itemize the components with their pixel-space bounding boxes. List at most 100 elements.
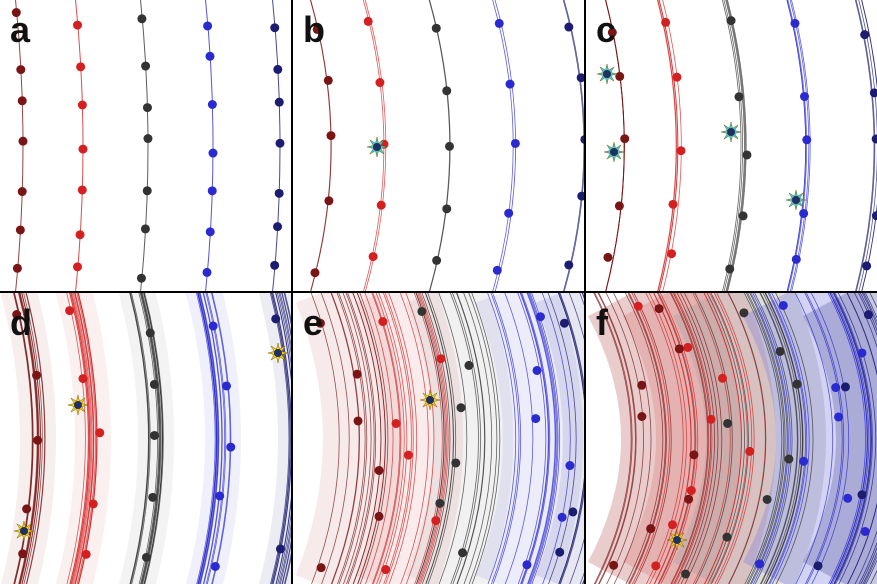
trajectory [487, 293, 517, 584]
particle [12, 263, 22, 273]
trajectory [767, 293, 806, 584]
particle [505, 79, 515, 89]
trajectory [197, 293, 218, 584]
particle [492, 265, 502, 275]
trajectory [331, 293, 360, 584]
particle [683, 342, 693, 352]
trajectory [861, 0, 877, 292]
particle [580, 134, 585, 144]
trajectory [628, 293, 667, 584]
trajectory [320, 293, 350, 584]
particle [150, 430, 160, 440]
panel: e [295, 293, 585, 584]
particle [654, 304, 664, 314]
particle [274, 97, 284, 107]
particle [676, 146, 686, 156]
trajectory [624, 293, 664, 584]
trajectory [375, 293, 405, 584]
particle [17, 187, 27, 197]
trajectory [14, 0, 24, 292]
particle [73, 262, 83, 272]
particle [16, 65, 26, 75]
particle [145, 328, 155, 338]
particle [215, 491, 225, 501]
particle [442, 204, 452, 214]
particle [11, 8, 21, 18]
trajectory [557, 293, 585, 584]
trajectory [141, 293, 161, 584]
particle [73, 20, 83, 30]
particle [435, 498, 445, 508]
particle [738, 211, 748, 221]
trajectory [504, 293, 534, 584]
trajectory [210, 293, 231, 584]
particle [633, 301, 643, 311]
particle [718, 373, 728, 383]
particle [273, 222, 283, 232]
trajectory [827, 293, 866, 584]
particle [726, 16, 736, 26]
trajectory [338, 293, 368, 584]
burst-core [610, 148, 618, 156]
particle [226, 442, 236, 452]
particle [742, 150, 752, 160]
particle [202, 267, 212, 277]
trajectory [70, 293, 91, 584]
particle [494, 18, 504, 28]
trajectory [752, 293, 791, 584]
trajectory [415, 293, 445, 584]
particle [270, 23, 280, 33]
particle [686, 485, 696, 495]
particle [778, 300, 788, 310]
trajectory [73, 293, 94, 584]
particle [270, 260, 280, 270]
trajectory [762, 293, 801, 584]
trajectory [143, 293, 163, 584]
trajectory [658, 0, 679, 292]
particle [294, 372, 303, 381]
trajectory [139, 0, 149, 292]
particle [271, 314, 281, 324]
panel-label: e [303, 302, 323, 343]
particle [12, 310, 22, 320]
particle [706, 414, 716, 424]
burst-core [792, 196, 800, 204]
trajectory [648, 293, 687, 584]
trajectory [278, 293, 292, 584]
burst-core [373, 143, 381, 151]
particle [775, 346, 785, 356]
trajectory [627, 293, 666, 584]
trajectory [834, 293, 873, 584]
particle [208, 321, 218, 331]
particle [353, 416, 363, 426]
trajectory [131, 293, 151, 584]
trajectory [727, 293, 766, 584]
particle [504, 208, 514, 218]
particle [799, 456, 809, 466]
particle [722, 532, 732, 542]
trajectory [854, 293, 877, 584]
particle [681, 569, 691, 579]
panel-label: d [10, 302, 32, 343]
trajectory [139, 293, 160, 584]
trajectory [456, 293, 485, 584]
trajectory [768, 293, 808, 584]
particle [792, 379, 802, 389]
trajectory [276, 293, 292, 584]
trajectory [281, 293, 292, 584]
particle [451, 458, 461, 468]
trajectory [419, 293, 449, 584]
trajectory [786, 0, 807, 292]
trajectory [794, 293, 833, 584]
particle [651, 561, 661, 571]
particle [840, 382, 850, 392]
trajectory [345, 293, 375, 584]
trajectory [676, 293, 715, 584]
trajectory [672, 293, 711, 584]
particle [603, 252, 613, 262]
particle [363, 16, 373, 26]
trajectory [673, 293, 713, 584]
burst-core [74, 401, 82, 409]
